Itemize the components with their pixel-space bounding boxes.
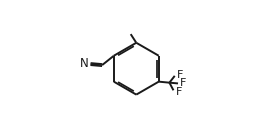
Text: N: N <box>79 57 88 70</box>
Text: F: F <box>177 70 183 80</box>
Text: F: F <box>180 78 187 88</box>
Text: F: F <box>175 86 182 96</box>
